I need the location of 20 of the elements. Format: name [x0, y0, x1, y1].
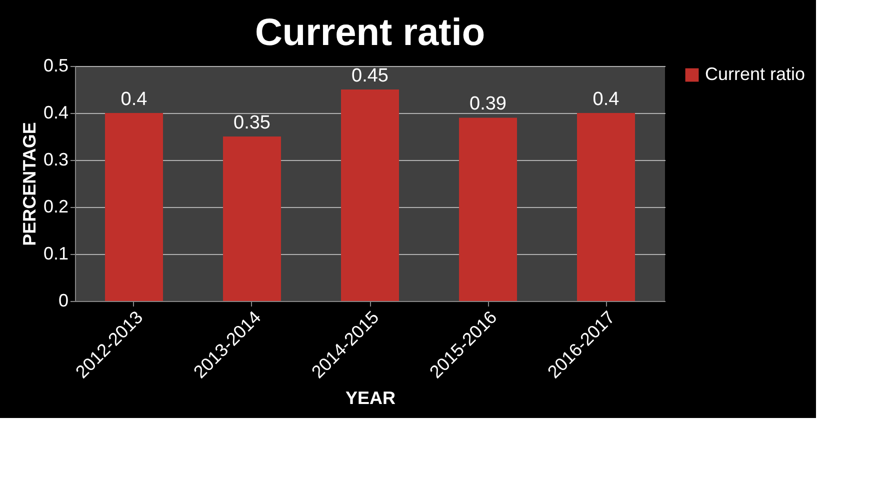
y-axis-title: PERCENTAGE: [19, 122, 40, 246]
data-label: 0.45: [352, 66, 388, 86]
data-label: 0.4: [120, 89, 148, 110]
bar: [459, 118, 517, 301]
bar: [577, 113, 635, 301]
bar: [105, 113, 163, 301]
bar: [223, 136, 281, 301]
y-tick-label: 0.4: [43, 102, 68, 122]
x-axis-title: YEAR: [345, 388, 396, 408]
bar: [341, 90, 399, 301]
y-tick-label: 0.3: [43, 150, 68, 170]
legend-label: Current ratio: [705, 64, 806, 84]
y-tick-label: 0.2: [43, 196, 68, 216]
y-tick-label: 0.1: [43, 244, 68, 264]
chart-title: Current ratio: [254, 12, 486, 54]
data-label: 0.35: [234, 112, 270, 134]
y-tick-label: 0: [58, 290, 68, 310]
y-tick-label: 0.5: [43, 56, 68, 76]
data-label: 0.4: [592, 89, 620, 110]
data-label: 0.39: [470, 94, 506, 115]
